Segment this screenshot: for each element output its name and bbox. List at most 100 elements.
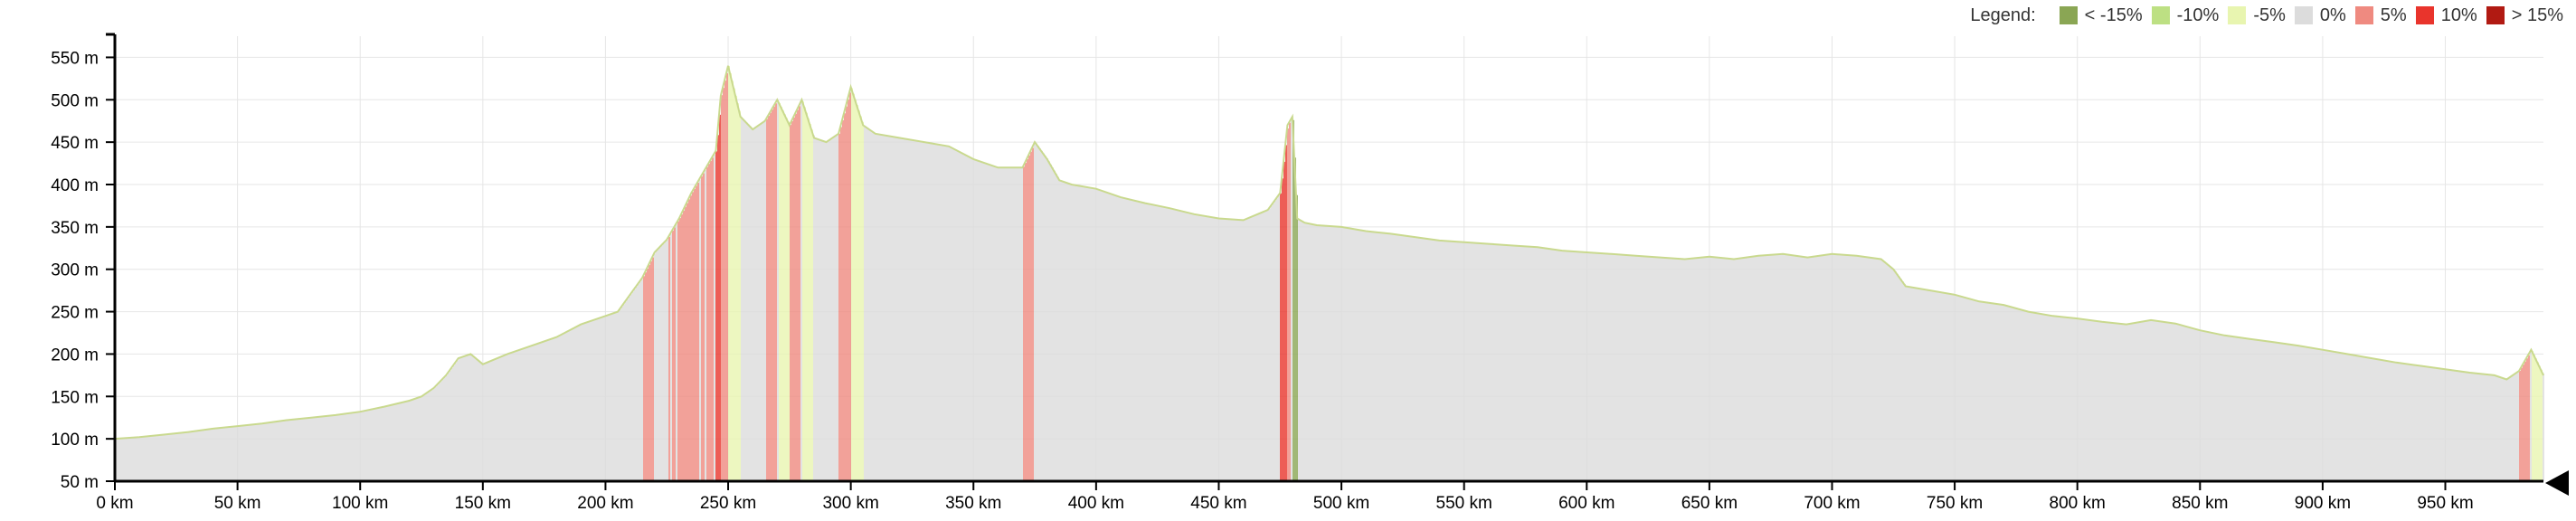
elevation-bar	[1580, 251, 1582, 481]
elevation-bar	[2011, 307, 2012, 481]
elevation-bar	[895, 137, 896, 481]
elevation-bar	[1255, 215, 1256, 482]
elevation-bar	[480, 362, 482, 481]
elevation-bar	[1406, 235, 1408, 481]
elevation-bar	[1873, 258, 1875, 481]
elevation-bar	[1615, 254, 1616, 481]
legend-label: 10%	[2440, 5, 2477, 25]
elevation-bar	[299, 419, 301, 481]
x-tick-label: 300 km	[822, 494, 878, 513]
y-tick-label: 400 m	[51, 176, 99, 195]
elevation-bar	[1273, 203, 1274, 482]
elevation-bar	[2137, 322, 2139, 481]
elevation-bar	[2052, 316, 2054, 481]
elevation-bar	[1846, 254, 1848, 481]
elevation-bar	[564, 333, 565, 481]
elevation-bar	[858, 110, 860, 481]
elevation-bar	[1208, 216, 1209, 481]
elevation-bar	[1828, 254, 1830, 481]
elevation-bar	[265, 422, 267, 481]
elevation-bar	[1569, 251, 1571, 481]
elevation-bar	[1779, 254, 1781, 481]
elevation-bar	[2121, 324, 2123, 481]
elevation-bar	[1759, 255, 1761, 481]
elevation-bar	[1971, 298, 1973, 481]
elevation-bar	[294, 419, 296, 481]
elevation-bar	[1879, 259, 1880, 481]
elevation-bar	[898, 137, 900, 481]
legend-swatch	[2415, 6, 2434, 24]
elevation-bar	[848, 99, 849, 482]
elevation-bar	[1303, 222, 1305, 481]
elevation-bar	[1423, 238, 1425, 481]
elevation-bar	[1645, 256, 1647, 481]
elevation-bar	[1497, 244, 1499, 481]
elevation-bar	[2360, 355, 2362, 481]
elevation-bar	[412, 400, 413, 481]
elevation-bar	[375, 408, 377, 481]
range-handle-icon[interactable]	[2545, 470, 2569, 496]
elevation-profile-line	[114, 65, 2544, 440]
elevation-bar	[1490, 243, 1492, 481]
elevation-bar	[922, 141, 923, 481]
elevation-bar	[173, 433, 175, 481]
elevation-bar	[1010, 167, 1012, 481]
elevation-bar	[2313, 347, 2315, 481]
elevation-bar	[1542, 248, 1544, 481]
elevation-bar	[2110, 322, 2112, 481]
elevation-bar	[607, 315, 609, 481]
elevation-bar	[2383, 360, 2385, 481]
elevation-bar	[1573, 251, 1575, 481]
elevation-bar	[1226, 219, 1227, 482]
elevation-bar	[638, 284, 639, 481]
elevation-bar	[1996, 303, 1998, 481]
elevation-bar	[1927, 289, 1929, 481]
elevation-bar	[1777, 254, 1779, 481]
elevation-bar	[292, 419, 294, 481]
elevation-bar	[204, 430, 205, 481]
elevation-bar	[450, 370, 451, 481]
elevation-bar	[2378, 359, 2380, 481]
elevation-bar	[652, 257, 654, 481]
elevation-bar	[913, 139, 914, 481]
elevation-bar	[1388, 233, 1390, 481]
elevation-bar	[665, 242, 667, 481]
elevation-bar	[2389, 361, 2391, 481]
elevation-bar	[645, 272, 647, 481]
elevation-bar	[390, 405, 392, 481]
elevation-bar	[1864, 256, 1866, 481]
elevation-bar	[1850, 255, 1852, 481]
elevation-bar	[1482, 243, 1484, 481]
elevation-bar	[723, 88, 724, 482]
elevation-bar	[2031, 312, 2032, 481]
elevation-bar	[1084, 186, 1086, 482]
elevation-bar	[1824, 255, 1826, 481]
elevation-bar	[1452, 241, 1454, 481]
elevation-bar	[714, 154, 715, 481]
elevation-bar	[616, 312, 618, 481]
elevation-bar	[2363, 356, 2365, 481]
elevation-bar	[339, 414, 341, 481]
elevation-bar	[1591, 252, 1593, 481]
elevation-bar	[2450, 370, 2452, 481]
elevation-bar	[305, 418, 307, 481]
elevation-bar	[2535, 358, 2537, 481]
elevation-bar	[1605, 253, 1607, 481]
legend-label: 5%	[2380, 5, 2407, 25]
elevation-bar	[2425, 366, 2427, 481]
elevation-bar	[770, 112, 772, 481]
elevation-bar	[708, 164, 710, 481]
elevation-bar	[1520, 246, 1522, 481]
elevation-bar	[2248, 338, 2249, 481]
elevation-bar	[289, 420, 290, 481]
elevation-bar	[1157, 205, 1159, 481]
elevation-bar	[1122, 197, 1124, 482]
elevation-bar	[1477, 242, 1479, 481]
elevation-bar	[455, 363, 457, 481]
elevation-bar	[2012, 307, 2014, 481]
elevation-bar	[1484, 243, 1486, 481]
elevation-bar	[2074, 317, 2076, 481]
elevation-bar	[2123, 324, 2125, 481]
elevation-bar	[1852, 255, 1853, 481]
elevation-bar	[2128, 324, 2130, 481]
